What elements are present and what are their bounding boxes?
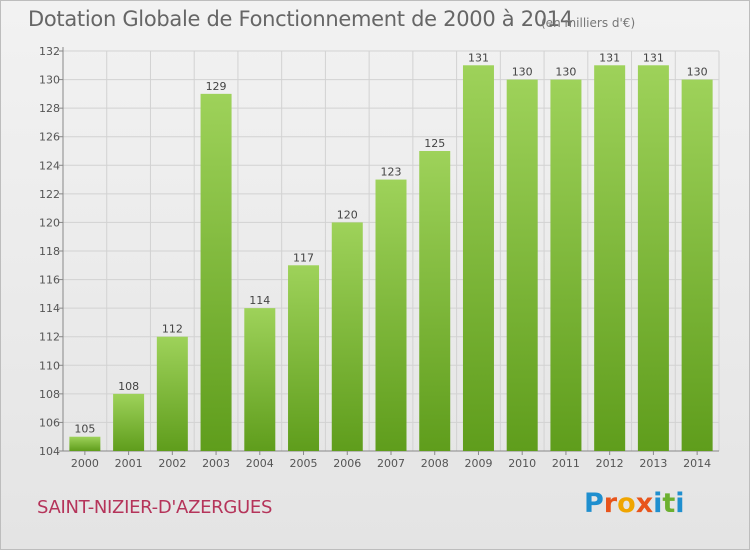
- logo-letter: i: [675, 488, 685, 519]
- y-tick-label: 124: [39, 159, 60, 172]
- x-tick-label-2011: 2011: [552, 457, 580, 470]
- x-tick-label-2006: 2006: [333, 457, 361, 470]
- x-tick-label-2004: 2004: [246, 457, 274, 470]
- data-label-2012: 131: [599, 51, 620, 64]
- y-tick-label: 126: [39, 131, 60, 144]
- bars: [69, 65, 713, 452]
- bar-2007: [375, 179, 407, 452]
- x-tick-label-2001: 2001: [115, 457, 143, 470]
- bar-2005: [288, 265, 320, 451]
- y-tick-label: 108: [39, 388, 60, 401]
- y-tick-label: 122: [39, 188, 60, 201]
- data-label-2000: 105: [74, 423, 95, 436]
- bar-2003: [200, 93, 232, 451]
- x-tick-label-2007: 2007: [377, 457, 405, 470]
- data-label-2004: 114: [249, 294, 270, 307]
- bar-2006: [331, 222, 363, 451]
- logo-letter: t: [662, 488, 676, 519]
- y-tick-label: 110: [39, 359, 60, 372]
- bar-2012: [594, 65, 626, 452]
- bar-2000: [69, 436, 101, 451]
- y-tick-label: 132: [39, 45, 60, 58]
- bar-2001: [113, 393, 145, 451]
- data-label-2003: 129: [206, 80, 227, 93]
- data-label-2001: 108: [118, 380, 139, 393]
- y-tick-label: 120: [39, 216, 60, 229]
- data-label-2013: 131: [643, 51, 664, 64]
- x-tick-label-2003: 2003: [202, 457, 230, 470]
- y-tick-label: 114: [39, 302, 60, 315]
- data-label-2007: 123: [381, 166, 402, 179]
- x-tick-label-2008: 2008: [421, 457, 449, 470]
- labels: 104 106 108 110 112 114 116 118 120 122 124 126 128 1…: [39, 45, 711, 470]
- y-tick-label: 112: [39, 331, 60, 344]
- bar-2002: [156, 336, 188, 451]
- bar-2014: [681, 79, 713, 452]
- proxiti-logo[interactable]: Proxiti: [584, 488, 685, 519]
- data-label-2006: 120: [337, 208, 358, 221]
- y-tick-label: 104: [39, 445, 60, 458]
- data-label-2008: 125: [424, 137, 445, 150]
- x-tick-label-2013: 2013: [639, 457, 667, 470]
- data-label-2002: 112: [162, 323, 183, 336]
- logo-letter: o: [617, 488, 636, 519]
- logo-letter: i: [653, 488, 663, 519]
- logo-letter: P: [584, 488, 604, 519]
- y-tick-label: 116: [39, 274, 60, 287]
- y-tick-label: 106: [39, 416, 60, 429]
- logo-letter: x: [635, 488, 654, 519]
- x-tick-label-2002: 2002: [158, 457, 186, 470]
- bar-2011: [550, 79, 582, 452]
- data-label-2005: 117: [293, 251, 314, 264]
- x-tick-label-2014: 2014: [683, 457, 711, 470]
- x-tick-label-2012: 2012: [596, 457, 624, 470]
- x-tick-label-2010: 2010: [508, 457, 536, 470]
- chart-title: Dotation Globale de Fonctionnement de 20…: [28, 7, 573, 31]
- x-tick-label-2000: 2000: [71, 457, 99, 470]
- data-label-2010: 130: [512, 66, 533, 79]
- data-label-2009: 131: [468, 51, 489, 64]
- y-tick-label: 128: [39, 102, 60, 115]
- chart-unit: (en milliers d'€): [541, 16, 636, 30]
- y-tick-label: 118: [39, 245, 60, 258]
- bar-2013: [637, 65, 669, 452]
- x-tick-label-2005: 2005: [290, 457, 318, 470]
- data-label-2014: 130: [687, 66, 708, 79]
- data-label-2011: 130: [555, 66, 576, 79]
- bar-2008: [419, 151, 451, 451]
- y-tick-label: 130: [39, 74, 60, 87]
- bar-2009: [462, 65, 494, 452]
- bar-2004: [244, 308, 276, 451]
- x-tick-label-2009: 2009: [464, 457, 492, 470]
- logo-letter: r: [603, 488, 618, 519]
- commune-name: SAINT-NIZIER-D'AZERGUES: [37, 497, 273, 518]
- bar-2010: [506, 79, 538, 452]
